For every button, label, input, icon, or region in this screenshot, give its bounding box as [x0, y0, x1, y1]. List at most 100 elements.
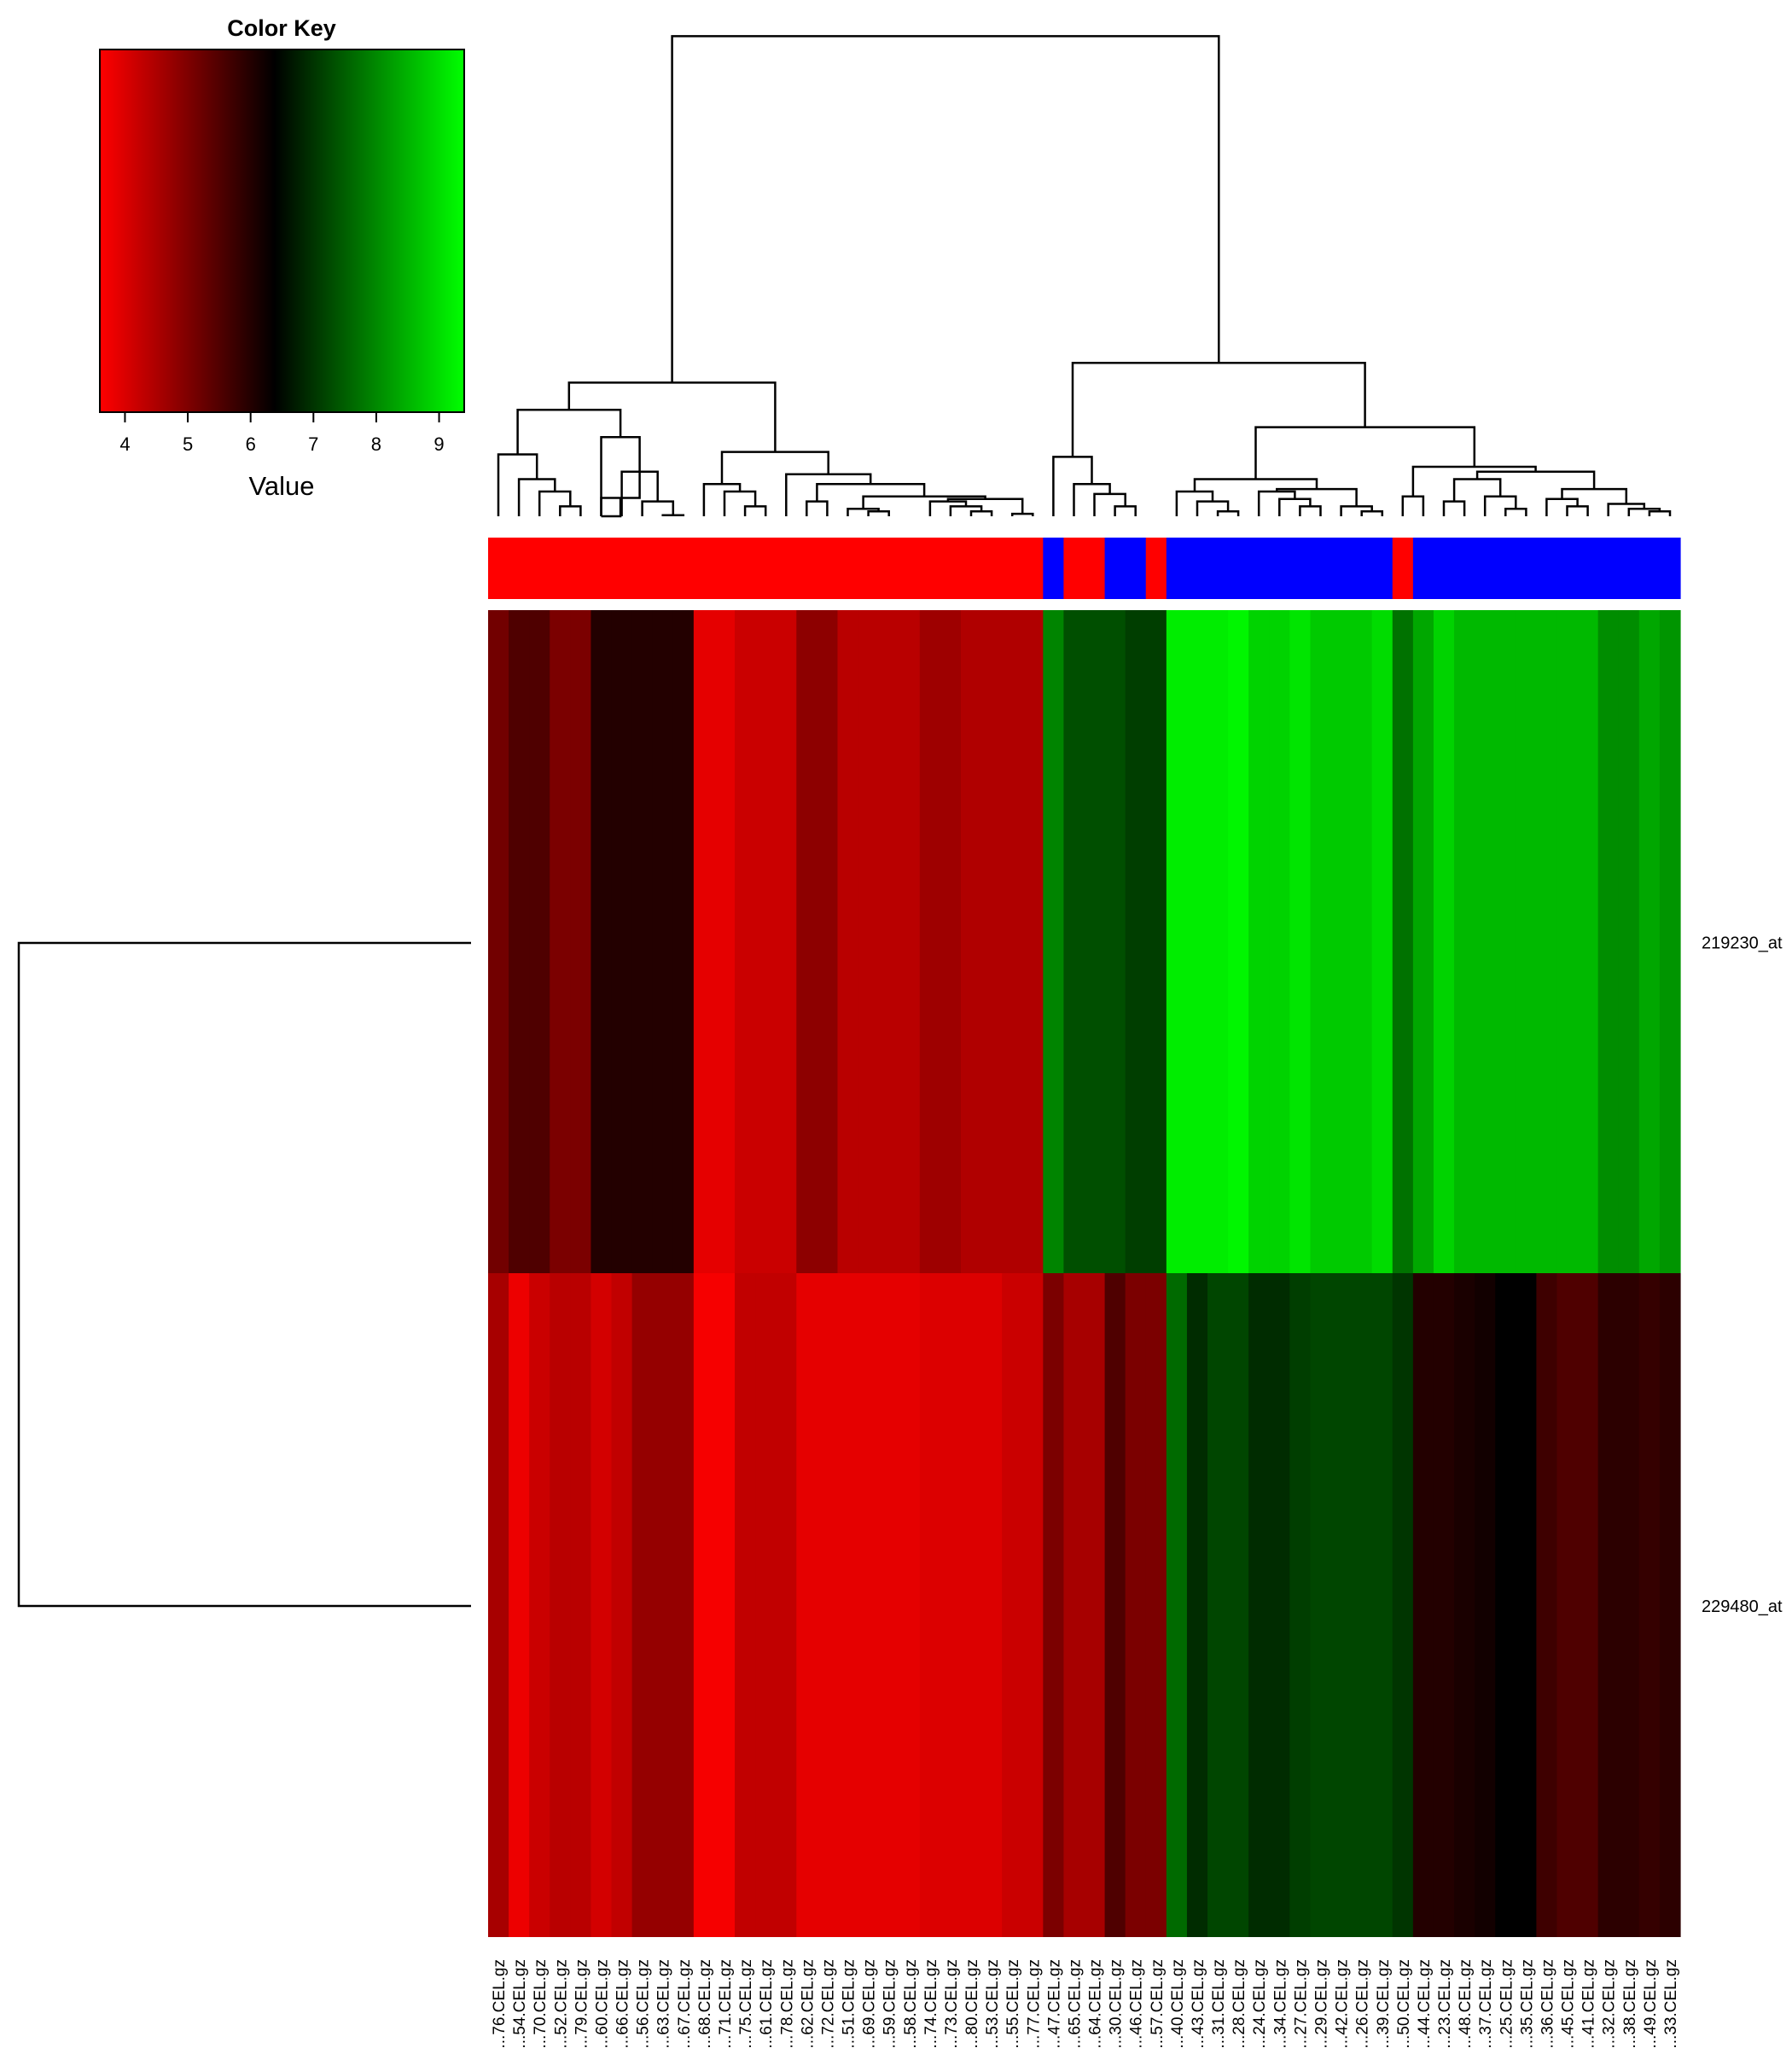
heatmap-cell — [509, 1273, 530, 1937]
dendrogram-branch — [1360, 509, 1384, 516]
group-bar-cell — [960, 538, 982, 599]
heatmap-cell — [858, 1273, 880, 1937]
heatmap-cell — [735, 610, 756, 1273]
group-bar-cell — [1248, 538, 1270, 599]
color-key-tick-label: 8 — [371, 433, 381, 455]
dendrogram-branch — [1073, 483, 1111, 516]
dendrogram-branch — [1093, 492, 1126, 516]
heatmap-cell — [1475, 610, 1496, 1273]
dendrogram-branch — [1257, 490, 1296, 516]
heatmap-cell — [1145, 1273, 1167, 1937]
group-bar-cell — [878, 538, 900, 599]
heatmap-cell — [1269, 610, 1290, 1273]
group-bar-cell — [529, 538, 550, 599]
heatmap-cell — [1454, 1273, 1475, 1937]
heatmap-cell — [1577, 1273, 1599, 1937]
column-label: GSM...63.CEL.gz — [655, 1959, 673, 2048]
column-label: GSM...42.CEL.gz — [1334, 1959, 1352, 2048]
column-label: GSM...68.CEL.gz — [696, 1959, 714, 2048]
dendrogram-branch — [1648, 509, 1672, 516]
heatmap-cell — [1618, 1273, 1640, 1937]
heatmap-cell — [817, 610, 839, 1273]
column-label: GSM...45.CEL.gz — [1560, 1959, 1578, 2048]
heatmap-cell — [776, 1273, 797, 1937]
column-label: GSM...66.CEL.gz — [614, 1959, 632, 2048]
dendrogram-branch — [1254, 426, 1476, 480]
group-bar-cell — [1433, 538, 1455, 599]
heatmap-cell — [960, 1273, 982, 1937]
column-label: GSM...74.CEL.gz — [922, 1959, 940, 2048]
heatmap-cell — [652, 610, 674, 1273]
group-bar-cell — [1454, 538, 1475, 599]
heatmap-cell — [1556, 1273, 1579, 1937]
column-label: GSM...33.CEL.gz — [1662, 1959, 1680, 2048]
heatmap-cell — [899, 1273, 921, 1937]
heatmap-cell — [631, 1273, 654, 1937]
heatmap-cell — [1084, 1273, 1106, 1937]
heatmap-cell — [1022, 1273, 1044, 1937]
heatmap-cell — [1207, 610, 1229, 1273]
dendrogram-branch — [1401, 495, 1425, 516]
heatmap-cell — [1104, 610, 1126, 1273]
group-bar-cell — [1063, 538, 1085, 599]
dendrogram-branch — [1299, 505, 1322, 516]
column-label: GSM...76.CEL.gz — [491, 1959, 509, 2048]
dendrogram-branch — [1196, 500, 1230, 516]
row-label: 229480_at — [1702, 1597, 1783, 1616]
dendrogram-branch — [1278, 497, 1312, 516]
column-label: GSM...54.CEL.gz — [511, 1959, 529, 2048]
column-label: GSM...43.CEL.gz — [1190, 1959, 1207, 2048]
heatmap-cell — [1207, 1273, 1229, 1937]
heatmap-cell — [611, 610, 633, 1273]
group-bar-cell — [1618, 538, 1640, 599]
group-bar-cell — [1186, 538, 1208, 599]
group-bar-cell — [1638, 538, 1661, 599]
column-label: GSM...27.CEL.gz — [1292, 1959, 1310, 2048]
heatmap-cell — [672, 610, 695, 1273]
color-key-gradient — [99, 49, 465, 413]
column-label: GSM...64.CEL.gz — [1087, 1959, 1105, 2048]
heatmap-cell — [899, 610, 921, 1273]
heatmap-cell — [1248, 1273, 1270, 1937]
heatmap-cell — [940, 1273, 962, 1937]
column-label: GSM...60.CEL.gz — [594, 1959, 612, 2048]
column-label: GSM...37.CEL.gz — [1477, 1959, 1495, 2048]
dendrogram-branch — [559, 505, 582, 516]
group-bar-cell — [1495, 538, 1516, 599]
color-key: Color Key 4 5 6 7 8 9 Value — [99, 15, 465, 501]
dendrogram-branch — [743, 505, 767, 516]
group-bar-cell — [591, 538, 613, 599]
dendrogram-branch — [517, 478, 556, 516]
heatmap-cell — [1166, 1273, 1188, 1937]
dendrogram-branch — [816, 483, 926, 502]
group-bar-cell — [1556, 538, 1579, 599]
dendrogram-branch — [601, 497, 622, 518]
heatmap-cell — [940, 610, 962, 1273]
heatmap-cell — [1371, 610, 1393, 1273]
heatmap-cell — [1248, 610, 1270, 1273]
group-bar-cell — [981, 538, 1003, 599]
heatmap-cell — [796, 610, 817, 1273]
color-key-tick-label: 4 — [119, 433, 130, 455]
heatmap-cell — [1495, 610, 1516, 1273]
dendrogram-branch — [1052, 456, 1093, 516]
heatmap-cell — [550, 610, 571, 1273]
column-label: GSM...69.CEL.gz — [861, 1959, 879, 2048]
heatmap-cell — [981, 610, 1003, 1273]
heatmap-cell — [1433, 1273, 1455, 1937]
dendrogram-branch — [1627, 508, 1661, 516]
dendrogram-branch — [785, 473, 872, 516]
column-label: GSM...70.CEL.gz — [532, 1959, 550, 2048]
heatmap-cell — [1516, 610, 1537, 1273]
group-bar-cell — [693, 538, 715, 599]
heatmap-cell — [1597, 610, 1620, 1273]
group-bar-cell — [1351, 538, 1373, 599]
dendrogram-branch — [1504, 508, 1527, 516]
heatmap-cell — [529, 1273, 550, 1937]
heatmap-cell — [1186, 610, 1208, 1273]
heatmap-cell — [570, 610, 592, 1273]
heatmap-cell — [1659, 610, 1681, 1273]
color-key-label: Value — [249, 471, 315, 501]
dendrogram-branch — [567, 381, 777, 452]
